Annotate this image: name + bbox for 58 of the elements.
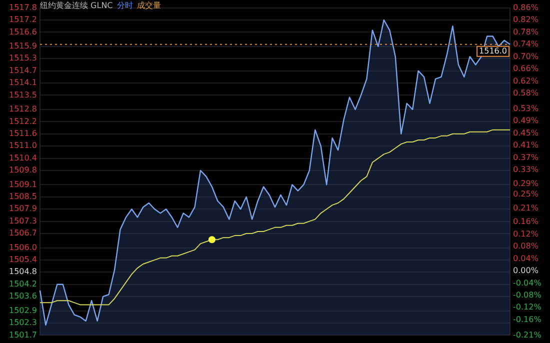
y2-tick-label: 0.25%: [513, 190, 539, 199]
y2-tick-label: 0.49%: [513, 116, 539, 126]
y2-tick-label: 0.41%: [513, 140, 539, 150]
y2-tick-label: -0.12%: [513, 302, 542, 312]
chart-title: 纽约黄金连续 GLNC: [40, 1, 113, 10]
y2-tick-label: 0.33%: [513, 165, 539, 174]
y2-tick-label: 0.16%: [513, 217, 539, 226]
y-tick-label: 1504.2: [9, 279, 37, 288]
y-tick-label: 1514.1: [9, 78, 37, 88]
y-tick-label: 1514.7: [9, 66, 37, 75]
y-tick-label: 1506.0: [9, 242, 37, 252]
y2-tick-label: 0.53%: [513, 104, 539, 113]
y-tick-label: 1508.5: [9, 192, 37, 201]
y-tick-label: 1515.9: [9, 42, 37, 51]
y-tick-label: 1502.9: [9, 306, 37, 315]
y2-tick-label: 0.21%: [513, 203, 539, 212]
y-tick-label: 1517.8: [9, 2, 37, 12]
y-tick-label: 1506.7: [9, 228, 37, 238]
y2-tick-label: -0.04%: [513, 278, 542, 288]
y-tick-label: 1516.6: [9, 27, 37, 36]
annotation: 分时: [116, 1, 133, 10]
y2-tick-label: 0.66%: [513, 64, 539, 74]
y2-tick-label: 0.29%: [513, 178, 539, 188]
y-tick-label: 1504.8: [9, 267, 37, 276]
y-tick-label: 1502.3: [9, 318, 37, 328]
y2-tick-label: 0.82%: [513, 15, 539, 24]
y2-tick-label: 0.70%: [513, 52, 539, 61]
y2-tick-label: 0.74%: [513, 40, 539, 49]
y2-tick-label: 0.62%: [513, 76, 539, 86]
y-tick-label: 1505.4: [9, 255, 37, 264]
y2-tick-label: 0.04%: [513, 254, 539, 263]
y-tick-label: 1517.2: [9, 15, 37, 24]
y2-tick-label: 0.78%: [513, 27, 539, 36]
y-tick-label: 1515.3: [9, 54, 37, 63]
y2-tick-label: -0.08%: [513, 290, 542, 300]
y2-tick-label: 0.12%: [513, 229, 539, 238]
y-tick-label: 1501.7: [9, 330, 37, 340]
y-tick-label: 1511.6: [9, 128, 37, 138]
y-tick-label: 1512.8: [9, 104, 37, 114]
y-tick-label: 1511.0: [9, 141, 37, 150]
y2-tick-label: 0.86%: [513, 2, 539, 12]
y2-tick-label: 0.58%: [513, 88, 539, 98]
y-tick-label: 1507.3: [9, 216, 37, 226]
y2-tick-label: 0.08%: [513, 242, 539, 251]
y2-tick-label: -0.16%: [513, 314, 542, 324]
y2-tick-label: 0.00%: [513, 266, 539, 276]
y-tick-label: 1512.2: [9, 116, 37, 126]
y2-tick-label: 0.37%: [513, 152, 539, 162]
y2-tick-label: 0.45%: [513, 128, 539, 138]
y2-tick-label: -0.21%: [513, 330, 542, 340]
ref-line-label: 1516.0: [479, 46, 508, 56]
y-tick-label: 1507.9: [9, 204, 37, 214]
y-tick-label: 1509.1: [9, 180, 37, 189]
annotation: 成交量: [136, 1, 161, 10]
y-tick-label: 1509.8: [9, 166, 37, 175]
y-tick-label: 1513.5: [9, 90, 37, 100]
y-tick-label: 1510.4: [9, 153, 37, 162]
y-tick-label: 1503.6: [9, 292, 37, 301]
